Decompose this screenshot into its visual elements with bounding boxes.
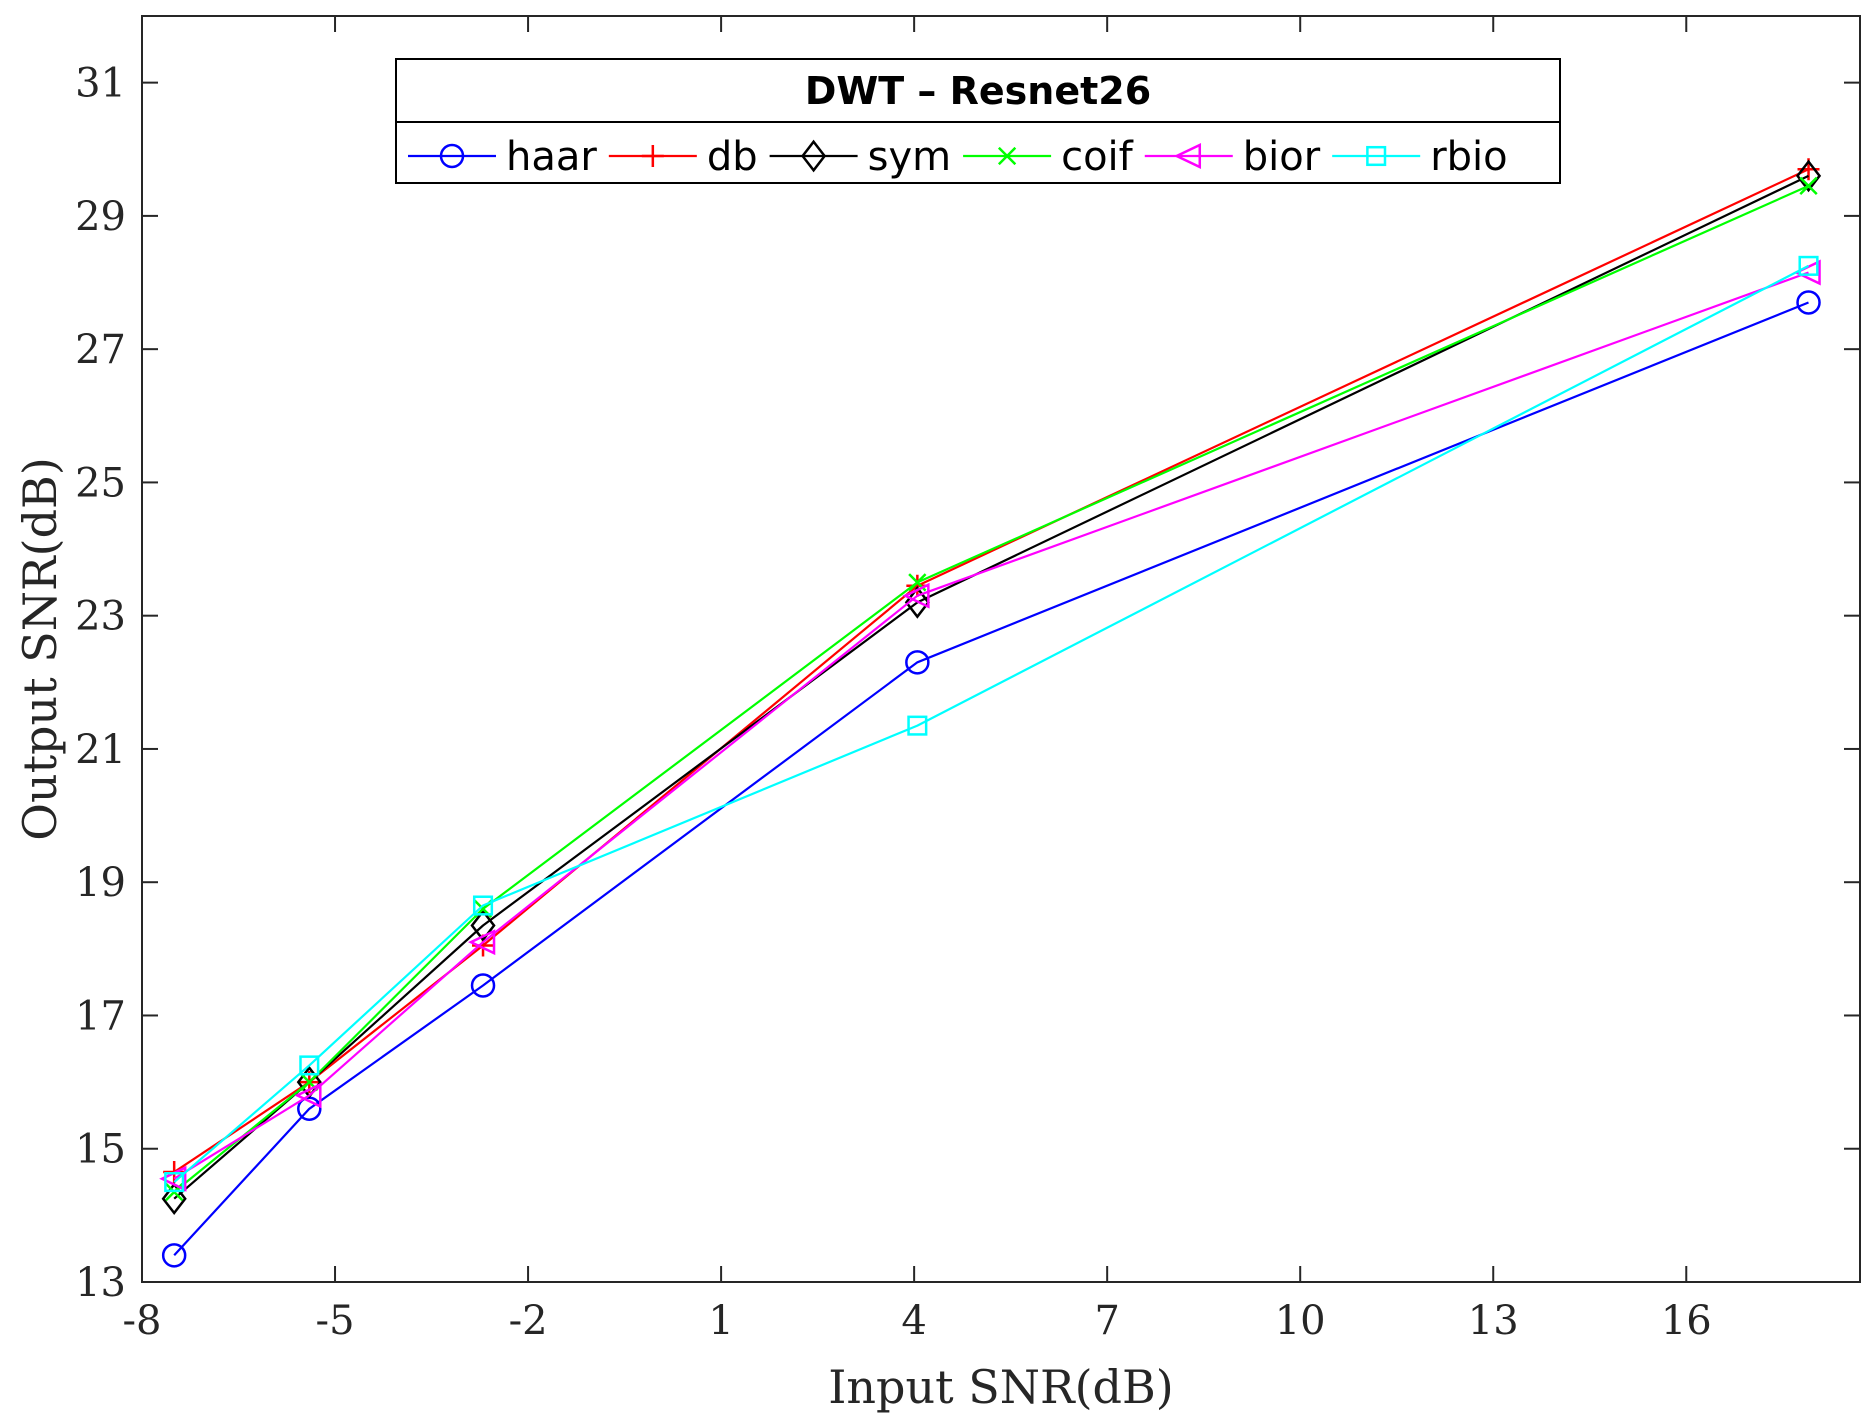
legend-marker-haar: [439, 143, 465, 169]
data-point-sym: [161, 1182, 187, 1216]
y-tick-label: 29: [75, 194, 126, 240]
y-tick-label: 17: [75, 993, 126, 1039]
legend: DWT – Resnet26 haar db sym coif bior rbio: [395, 58, 1561, 184]
x-tick-label: 10: [1275, 1298, 1326, 1344]
data-point-bior: [902, 582, 930, 609]
x-tick-label: -5: [316, 1298, 355, 1344]
y-tick-label: 31: [75, 61, 126, 107]
x-tick-label: 13: [1468, 1298, 1519, 1344]
legend-marker-bior: [1173, 143, 1202, 169]
data-point-bior: [468, 929, 496, 956]
legend-marker-db: [641, 145, 664, 167]
plot-area: [141, 15, 1861, 1283]
series-line-haar: [173, 301, 1809, 1257]
data-point-rbio: [472, 895, 494, 916]
y-tick-label: 23: [75, 594, 126, 640]
legend-marker-rbio: [1366, 145, 1387, 167]
y-tick-label: 13: [75, 1260, 126, 1306]
series-rbio: [164, 255, 1819, 1193]
data-point-coif: [1799, 176, 1818, 196]
legend-entries: haar db sym coif bior rbio: [408, 134, 1508, 180]
legend-label-db: db: [707, 134, 758, 180]
series-layer: [159, 158, 1822, 1268]
y-tick-label: 15: [75, 1127, 126, 1173]
legend-marker-sym: [801, 139, 827, 173]
series-line-rbio: [173, 264, 1810, 1183]
data-point-haar: [1796, 290, 1821, 315]
legend-label-bior: bior: [1243, 134, 1321, 180]
y-axis-title: Output SNR(dB): [13, 457, 67, 841]
x-tick-label: -8: [123, 1298, 162, 1344]
legend-entry-sym: sym: [769, 134, 951, 180]
legend-label-haar: haar: [506, 134, 597, 180]
series-line-bior: [173, 271, 1809, 1180]
data-point-rbio: [907, 715, 928, 736]
x-tick-label: 4: [901, 1298, 926, 1344]
data-point-sym: [1795, 159, 1822, 193]
legend-entry-coif: coif: [963, 134, 1134, 180]
axis-ticks: [141, 16, 1860, 1283]
series-line-sym: [173, 174, 1809, 1200]
data-point-bior: [294, 1082, 322, 1109]
x-tick-label: 16: [1661, 1298, 1712, 1344]
data-point-sym: [470, 909, 496, 942]
legend-entry-rbio: rbio: [1332, 134, 1508, 180]
y-tick-label: 25: [75, 460, 126, 506]
x-tick-label: 1: [708, 1298, 733, 1344]
y-tick-label: 21: [75, 727, 126, 773]
x-tick-label: -2: [509, 1298, 548, 1344]
data-point-rbio: [1798, 255, 1819, 276]
y-tick-label: 19: [75, 860, 126, 906]
x-tick-labels: -8 -5 -2 1 4 7 10 13 16: [123, 1298, 1712, 1344]
legend-entry-haar: haar: [408, 134, 597, 180]
series-bior: [159, 259, 1821, 1192]
series-sym: [161, 159, 1822, 1216]
legend-label-sym: sym: [868, 134, 951, 180]
data-point-rbio: [164, 1172, 185, 1193]
x-axis-title: Input SNR(dB): [828, 1360, 1174, 1414]
y-tick-labels: 13 15 17 19 21 23 25 27 29 31: [75, 61, 126, 1306]
data-point-rbio: [299, 1055, 320, 1076]
legend-marker-coif: [997, 146, 1017, 166]
data-point-haar: [470, 973, 496, 998]
data-point-haar: [161, 1243, 187, 1268]
legend-entry-bior: bior: [1144, 134, 1321, 180]
legend-entry-db: db: [608, 134, 758, 180]
data-point-haar: [905, 650, 930, 675]
legend-label-coif: coif: [1061, 134, 1134, 180]
legend-label-rbio: rbio: [1430, 134, 1507, 180]
x-tick-label: 7: [1094, 1298, 1119, 1344]
legend-title: DWT – Resnet26: [805, 69, 1151, 113]
y-tick-label: 27: [75, 327, 126, 373]
